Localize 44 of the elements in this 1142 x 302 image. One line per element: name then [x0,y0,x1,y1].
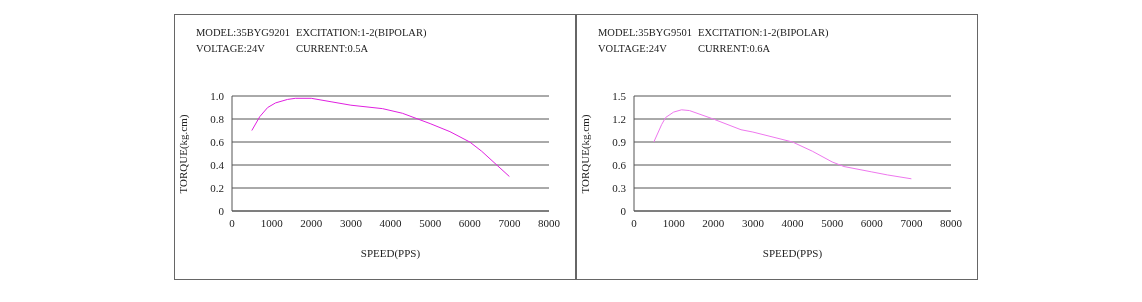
line-series [251,97,510,177]
y-axis-title: TORQUE(kg.cm) [176,114,190,194]
x-tick-label: 4000 [379,216,402,229]
text: VOLTAGE:24V [598,42,668,56]
y-tick-label: 0 [218,204,225,217]
x-tick-label: 4000 [781,216,804,229]
x-tick-label: 3000 [741,216,765,229]
x-tick-label: 2000 [702,216,725,229]
y-tick-label: 0.9 [612,135,627,148]
y-tick-label: 1.5 [612,89,627,102]
x-tick-label: 7000 [900,216,923,229]
chart-title: MODEL:35BYG9501 [598,26,693,40]
x-tick-label: 6000 [860,216,884,229]
x-tick-label: 8000 [940,216,963,229]
text: EXCITATION:1-2(BIPOLAR) [698,26,829,40]
x-tick-label: 1000 [662,216,686,229]
text: EXCITATION:1-2(BIPOLAR) [296,26,427,40]
y-tick-label: 1.2 [612,112,626,125]
y-axis-title: TORQUE(kg.cm) [578,114,592,194]
x-tick-label: 5000 [821,216,844,229]
y-tick-label: 0.3 [612,181,627,194]
x-axis-title: SPEED(PPS) [762,247,823,260]
x-tick-label: 6000 [458,216,482,229]
y-tick-label: 0.8 [210,112,225,125]
x-tick-label: 3000 [339,216,363,229]
text: CURRENT:0.6A [698,42,772,56]
x-tick-label: 0 [631,216,638,229]
chart-title: MODEL:35BYG9201 [196,26,291,40]
x-tick-label: 1000 [260,216,284,229]
y-tick-label: 0.6 [210,135,225,148]
text: CURRENT:0.5A [296,42,370,56]
x-axis-title: SPEED(PPS) [360,247,421,260]
y-tick-label: 1.0 [210,89,225,102]
y-tick-label: 0.6 [612,158,627,171]
x-tick-label: 2000 [300,216,323,229]
x-tick-label: 8000 [538,216,561,229]
x-tick-label: 5000 [419,216,442,229]
x-tick-label: 7000 [498,216,521,229]
x-tick-label: 0 [229,216,236,229]
line-series [653,109,912,180]
y-tick-label: 0.4 [210,158,225,171]
text: VOLTAGE:24V [196,42,266,56]
y-tick-label: 0 [620,204,627,217]
y-tick-label: 0.2 [210,181,224,194]
